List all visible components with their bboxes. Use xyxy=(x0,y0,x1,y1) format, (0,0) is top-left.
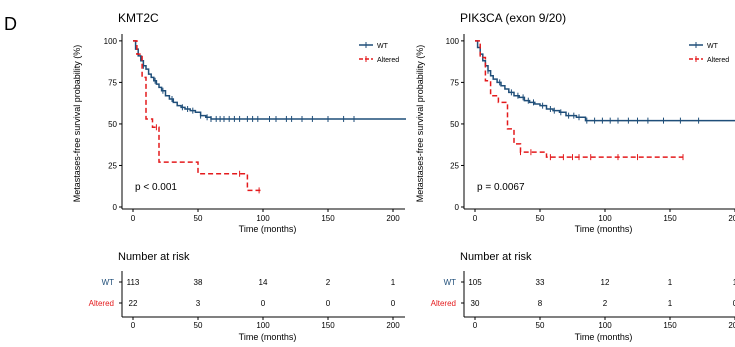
risk-value: 12 xyxy=(601,278,610,287)
risk-value: 2 xyxy=(326,278,331,287)
risk-x-tick-label: 150 xyxy=(663,321,677,330)
risk-x-tick-label: 0 xyxy=(473,321,478,330)
x-axis-label: Time (months) xyxy=(575,224,633,234)
km-curve-altered xyxy=(133,40,263,192)
risk-x-tick-label: 50 xyxy=(194,321,203,330)
y-tick-label: 100 xyxy=(104,37,118,46)
km-curve-altered xyxy=(475,40,683,158)
chart-title: KMT2C xyxy=(118,11,159,25)
y-tick-label: 100 xyxy=(446,37,460,46)
y-axis-label: Metastases-free survival probability (%) xyxy=(415,45,425,203)
risk-x-tick-label: 200 xyxy=(728,321,735,330)
x-tick-label: 100 xyxy=(256,214,270,223)
legend-label-wt: WT xyxy=(377,43,389,50)
risk-value: 0 xyxy=(733,299,735,308)
y-tick-label: 50 xyxy=(108,120,117,129)
risk-value: 1 xyxy=(733,278,735,287)
x-tick-label: 50 xyxy=(536,214,545,223)
risk-row-label-wt: WT xyxy=(444,278,457,287)
legend-label-altered: Altered xyxy=(707,57,729,64)
risk-row-label-altered: Altered xyxy=(431,299,456,308)
risk-x-axis-label: Time (months) xyxy=(239,332,297,342)
risk-value: 105 xyxy=(468,278,482,287)
y-tick-label: 75 xyxy=(108,78,117,87)
risk-x-tick-label: 150 xyxy=(321,321,335,330)
risk-value: 22 xyxy=(129,299,138,308)
risk-value: 0 xyxy=(261,299,266,308)
risk-row-label-altered: Altered xyxy=(89,299,114,308)
km-curve-wt xyxy=(133,40,406,120)
legend-label-wt: WT xyxy=(707,43,719,50)
x-tick-label: 150 xyxy=(321,214,335,223)
y-tick-label: 0 xyxy=(455,203,460,212)
x-tick-label: 200 xyxy=(386,214,400,223)
risk-value: 2 xyxy=(603,299,608,308)
x-tick-label: 0 xyxy=(131,214,136,223)
x-axis-label: Time (months) xyxy=(239,224,297,234)
km-panel-pik3ca: PIK3CA (exon 9/20)0255075100Metastases-f… xyxy=(415,11,735,342)
risk-value: 1 xyxy=(391,278,396,287)
risk-value: 3 xyxy=(196,299,201,308)
y-tick-label: 0 xyxy=(113,203,118,212)
risk-value: 1 xyxy=(668,278,673,287)
risk-value: 0 xyxy=(326,299,331,308)
y-tick-label: 25 xyxy=(450,161,459,170)
p-value-annotation: p = 0.0067 xyxy=(477,182,525,193)
x-tick-label: 150 xyxy=(663,214,677,223)
risk-x-tick-label: 100 xyxy=(256,321,270,330)
risk-x-axis-label: Time (months) xyxy=(575,332,633,342)
y-tick-label: 25 xyxy=(108,161,117,170)
risk-value: 8 xyxy=(538,299,543,308)
y-axis-label: Metastases-free survival probability (%) xyxy=(72,45,82,203)
risk-value: 30 xyxy=(471,299,480,308)
risk-value: 113 xyxy=(127,278,140,287)
risk-table-title: Number at risk xyxy=(460,251,532,263)
x-tick-label: 100 xyxy=(598,214,612,223)
risk-x-tick-label: 50 xyxy=(536,321,545,330)
risk-x-tick-label: 200 xyxy=(386,321,400,330)
y-tick-label: 50 xyxy=(450,120,459,129)
risk-row-label-wt: WT xyxy=(102,278,115,287)
risk-value: 33 xyxy=(536,278,545,287)
risk-value: 1 xyxy=(668,299,673,308)
risk-value: 14 xyxy=(259,278,268,287)
risk-x-tick-label: 0 xyxy=(131,321,136,330)
x-tick-label: 200 xyxy=(728,214,735,223)
p-value-annotation: p < 0.001 xyxy=(135,182,177,193)
x-tick-label: 0 xyxy=(473,214,478,223)
risk-value: 0 xyxy=(391,299,396,308)
risk-table-title: Number at risk xyxy=(118,251,190,263)
km-curve-wt xyxy=(475,40,735,122)
risk-x-tick-label: 100 xyxy=(598,321,612,330)
chart-title: PIK3CA (exon 9/20) xyxy=(460,11,566,25)
x-tick-label: 50 xyxy=(194,214,203,223)
y-tick-label: 75 xyxy=(450,78,459,87)
panel-label: D xyxy=(4,14,17,34)
risk-value: 38 xyxy=(194,278,203,287)
legend-label-altered: Altered xyxy=(377,57,399,64)
